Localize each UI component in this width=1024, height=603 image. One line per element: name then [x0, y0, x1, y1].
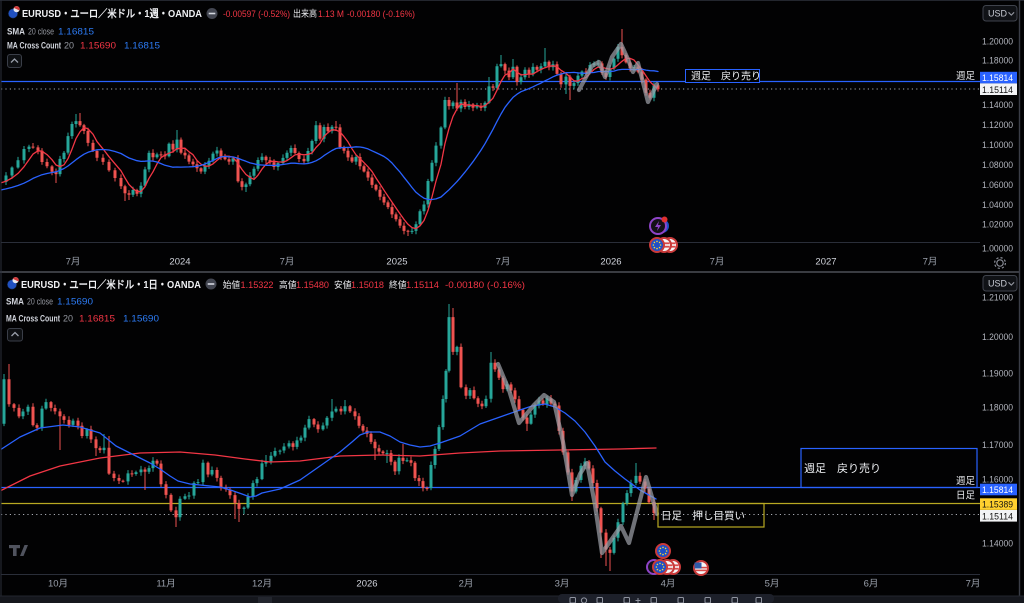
svg-text:1.15018: 1.15018 — [351, 280, 384, 291]
svg-text:1.00000: 1.00000 — [982, 244, 1013, 255]
svg-text:週足: 週足 — [956, 475, 976, 487]
svg-text:EURUSD・ユーロ／米ドル・1週・OANDA: EURUSD・ユーロ／米ドル・1週・OANDA — [22, 7, 202, 20]
svg-text:SMA: SMA — [6, 297, 24, 308]
svg-text:週足: 週足 — [956, 70, 976, 82]
svg-text:1.21000: 1.21000 — [982, 293, 1013, 304]
svg-text:1.18000: 1.18000 — [982, 56, 1013, 67]
svg-text:2026: 2026 — [600, 257, 621, 268]
svg-text:1.14000: 1.14000 — [982, 539, 1013, 550]
svg-text:-0.00180 (-0.16%): -0.00180 (-0.16%) — [347, 9, 415, 20]
svg-text:MA Cross Count: MA Cross Count — [7, 41, 62, 52]
svg-text:終値: 終値 — [389, 279, 407, 290]
svg-text:MA Cross Count: MA Cross Count — [6, 314, 61, 325]
svg-text:1.15690: 1.15690 — [123, 314, 159, 325]
svg-text:1.02000: 1.02000 — [982, 220, 1013, 231]
svg-text:12月: 12月 — [252, 579, 272, 590]
svg-text:10月: 10月 — [48, 579, 68, 590]
svg-text:1.15814: 1.15814 — [982, 73, 1013, 84]
svg-text:1.12000: 1.12000 — [982, 120, 1013, 131]
svg-text:安値: 安値 — [334, 279, 352, 290]
svg-text:週足 戻り売り: 週足 戻り売り — [804, 462, 881, 475]
svg-text:1.16815: 1.16815 — [58, 27, 94, 38]
svg-text:1.18000: 1.18000 — [982, 403, 1013, 414]
svg-text:1.16000: 1.16000 — [982, 475, 1013, 486]
svg-text:1.16815: 1.16815 — [79, 314, 115, 325]
svg-text:高値: 高値 — [279, 279, 297, 290]
svg-text:1.14000: 1.14000 — [982, 100, 1013, 111]
svg-text:1.20000: 1.20000 — [982, 37, 1013, 48]
svg-text:1.15690: 1.15690 — [80, 41, 116, 52]
svg-text:7月: 7月 — [496, 257, 511, 268]
svg-text:1.17000: 1.17000 — [982, 440, 1013, 451]
svg-text:4月: 4月 — [661, 579, 676, 590]
svg-text:1.06000: 1.06000 — [982, 180, 1013, 191]
svg-text:1.15480: 1.15480 — [296, 280, 329, 291]
svg-text:始値: 始値 — [223, 279, 241, 290]
svg-text:11月: 11月 — [156, 579, 175, 590]
svg-text:2027: 2027 — [815, 257, 836, 268]
svg-text:日足 押し目買い: 日足 押し目買い — [661, 509, 745, 522]
svg-text:1.15389: 1.15389 — [982, 500, 1013, 511]
svg-text:1.08000: 1.08000 — [982, 160, 1013, 171]
svg-text:1.16815: 1.16815 — [124, 41, 160, 52]
svg-text:週足 戻り売り: 週足 戻り売り — [691, 70, 761, 83]
svg-text:1.19000: 1.19000 — [982, 369, 1013, 380]
svg-text:1.15690: 1.15690 — [57, 297, 93, 308]
svg-text:3月: 3月 — [555, 579, 570, 590]
svg-text:1.15322: 1.15322 — [241, 280, 274, 291]
svg-text:6月: 6月 — [864, 579, 879, 590]
svg-text:20 close: 20 close — [28, 27, 54, 38]
svg-text:1.10000: 1.10000 — [982, 140, 1013, 151]
svg-text:-0.00180 (-0.16%): -0.00180 (-0.16%) — [445, 280, 525, 291]
svg-text:1.04000: 1.04000 — [982, 200, 1013, 211]
svg-text:7月: 7月 — [966, 579, 981, 590]
svg-text:2026: 2026 — [356, 579, 377, 590]
svg-text:日足: 日足 — [956, 491, 976, 502]
svg-text:20 close: 20 close — [27, 297, 53, 308]
svg-text:2025: 2025 — [386, 257, 407, 268]
svg-text:-0.00597 (-0.52%): -0.00597 (-0.52%) — [223, 9, 290, 20]
svg-text:20: 20 — [64, 41, 74, 52]
svg-text:USD: USD — [988, 279, 1008, 289]
svg-text:1.15814: 1.15814 — [982, 485, 1013, 496]
svg-text:1.15114: 1.15114 — [406, 280, 439, 291]
svg-text:7月: 7月 — [280, 257, 295, 268]
svg-text:1.20000: 1.20000 — [982, 332, 1013, 343]
svg-text:出来高: 出来高 — [293, 8, 317, 20]
svg-text:SMA: SMA — [7, 27, 25, 38]
svg-text:USD: USD — [988, 9, 1008, 19]
svg-text:EURUSD・ユーロ／米ドル・1日・OANDA: EURUSD・ユーロ／米ドル・1日・OANDA — [21, 278, 201, 291]
svg-text:2024: 2024 — [169, 257, 190, 268]
svg-text:1.15114: 1.15114 — [982, 85, 1013, 96]
svg-text:7月: 7月 — [66, 257, 81, 268]
svg-text:5月: 5月 — [765, 579, 780, 590]
svg-text:7月: 7月 — [710, 257, 725, 268]
svg-text:2月: 2月 — [459, 579, 474, 590]
svg-text:1.13 M: 1.13 M — [318, 9, 344, 20]
svg-text:20: 20 — [63, 314, 73, 325]
svg-text:7月: 7月 — [923, 257, 938, 268]
svg-text:1.15114: 1.15114 — [982, 511, 1013, 522]
